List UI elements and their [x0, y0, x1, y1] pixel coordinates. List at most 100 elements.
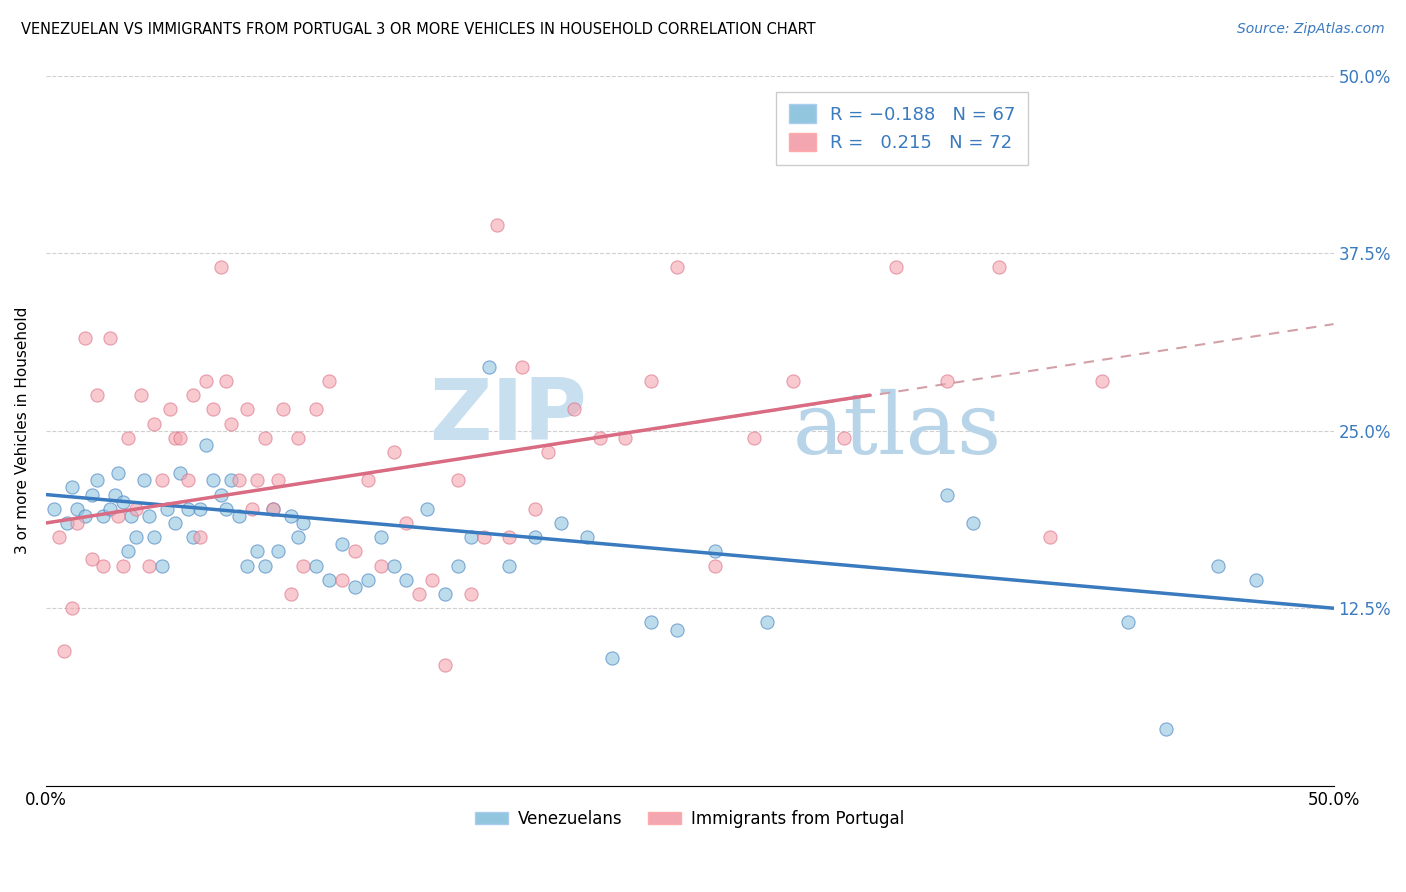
Point: [936, 374, 959, 388]
Text: VENEZUELAN VS IMMIGRANTS FROM PORTUGAL 3 OR MORE VEHICLES IN HOUSEHOLD CORRELATI: VENEZUELAN VS IMMIGRANTS FROM PORTUGAL 3…: [21, 22, 815, 37]
Point: [524, 530, 547, 544]
Point: [832, 431, 855, 445]
Point: [357, 573, 380, 587]
Point: [1206, 558, 1229, 573]
Y-axis label: 3 or more Vehicles in Household: 3 or more Vehicles in Household: [15, 307, 30, 554]
Point: [181, 388, 204, 402]
Point: [884, 260, 907, 275]
Point: [159, 402, 181, 417]
Point: [246, 474, 269, 488]
Point: [209, 260, 232, 275]
Point: [91, 558, 114, 573]
Point: [550, 516, 572, 530]
Text: atlas: atlas: [793, 389, 1002, 472]
Point: [86, 474, 108, 488]
Point: [125, 501, 148, 516]
Point: [305, 558, 328, 573]
Point: [163, 516, 186, 530]
Point: [370, 558, 392, 573]
Point: [143, 417, 166, 431]
Point: [287, 530, 309, 544]
Point: [190, 501, 212, 516]
Point: [143, 530, 166, 544]
Point: [55, 516, 77, 530]
Point: [228, 474, 250, 488]
Point: [434, 658, 457, 673]
Point: [73, 331, 96, 345]
Point: [292, 516, 315, 530]
Point: [194, 374, 217, 388]
Point: [485, 218, 508, 232]
Point: [434, 587, 457, 601]
Point: [60, 601, 83, 615]
Point: [987, 260, 1010, 275]
Point: [107, 508, 129, 523]
Point: [318, 573, 340, 587]
Legend: Venezuelans, Immigrants from Portugal: Venezuelans, Immigrants from Portugal: [468, 803, 911, 834]
Point: [112, 558, 135, 573]
Point: [267, 544, 290, 558]
Point: [236, 558, 259, 573]
Point: [936, 487, 959, 501]
Point: [253, 431, 276, 445]
Point: [209, 487, 232, 501]
Point: [640, 615, 662, 630]
Point: [190, 530, 212, 544]
Point: [138, 508, 160, 523]
Point: [408, 587, 430, 601]
Point: [280, 508, 302, 523]
Point: [202, 474, 225, 488]
Point: [343, 580, 366, 594]
Point: [125, 530, 148, 544]
Point: [86, 388, 108, 402]
Point: [215, 374, 238, 388]
Point: [292, 558, 315, 573]
Point: [221, 474, 243, 488]
Point: [640, 374, 662, 388]
Point: [169, 467, 191, 481]
Point: [370, 530, 392, 544]
Point: [117, 544, 139, 558]
Point: [1154, 722, 1177, 736]
Point: [150, 474, 173, 488]
Point: [66, 501, 89, 516]
Point: [48, 530, 70, 544]
Point: [202, 402, 225, 417]
Point: [420, 573, 443, 587]
Point: [60, 480, 83, 494]
Point: [447, 474, 470, 488]
Point: [460, 587, 482, 601]
Point: [1091, 374, 1114, 388]
Point: [1039, 530, 1062, 544]
Point: [782, 374, 804, 388]
Point: [280, 587, 302, 601]
Point: [704, 558, 727, 573]
Point: [271, 402, 294, 417]
Point: [262, 501, 284, 516]
Point: [150, 558, 173, 573]
Point: [176, 501, 198, 516]
Point: [472, 530, 495, 544]
Point: [382, 445, 405, 459]
Point: [512, 359, 534, 374]
Point: [416, 501, 439, 516]
Point: [169, 431, 191, 445]
Point: [132, 474, 155, 488]
Point: [704, 544, 727, 558]
Point: [138, 558, 160, 573]
Point: [602, 651, 624, 665]
Point: [478, 359, 501, 374]
Point: [73, 508, 96, 523]
Point: [82, 551, 104, 566]
Point: [53, 644, 76, 658]
Point: [1116, 615, 1139, 630]
Point: [66, 516, 89, 530]
Point: [240, 501, 263, 516]
Point: [181, 530, 204, 544]
Point: [343, 544, 366, 558]
Point: [318, 374, 340, 388]
Point: [82, 487, 104, 501]
Point: [665, 260, 688, 275]
Point: [98, 501, 121, 516]
Point: [962, 516, 984, 530]
